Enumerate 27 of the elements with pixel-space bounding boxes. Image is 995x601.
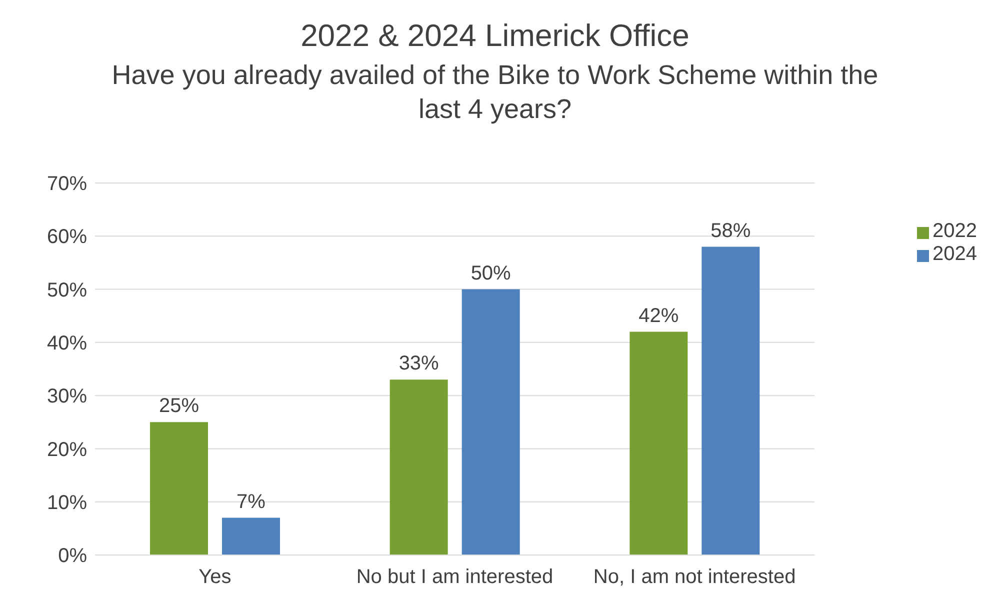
y-tick-label: 60% [46, 226, 88, 248]
bar [462, 289, 520, 555]
bar [702, 246, 760, 555]
data-label: 7% [236, 490, 266, 513]
x-tick-label: No but I am interested [356, 566, 554, 588]
bar [222, 518, 280, 555]
data-label: 50% [470, 262, 512, 284]
y-tick-label: 10% [46, 492, 88, 514]
chart-subtitle: Have you already availed of the Bike to Work Scheme within the last 4 years? [110, 59, 880, 126]
chart-title: 2022 & 2024 Limerick Office [300, 18, 690, 54]
bar [390, 380, 448, 555]
y-tick-label: 70% [46, 173, 88, 196]
bar [630, 332, 688, 555]
y-tick-label: 20% [46, 438, 88, 461]
y-tick-label: 30% [46, 386, 88, 408]
data-label: 58% [710, 220, 751, 242]
data-label: 25% [158, 395, 200, 418]
x-tick-label: No, I am not interested [593, 566, 796, 588]
y-tick-label: 40% [46, 332, 88, 355]
legend-label: 2024 [932, 243, 977, 265]
y-tick-label: 0% [58, 545, 88, 568]
x-tick-label: Yes [198, 566, 232, 588]
legend-label: 2022 [932, 220, 977, 242]
data-label: 33% [398, 352, 440, 375]
bar [150, 422, 208, 555]
y-tick-label: 50% [46, 279, 88, 302]
data-label: 42% [638, 304, 679, 327]
